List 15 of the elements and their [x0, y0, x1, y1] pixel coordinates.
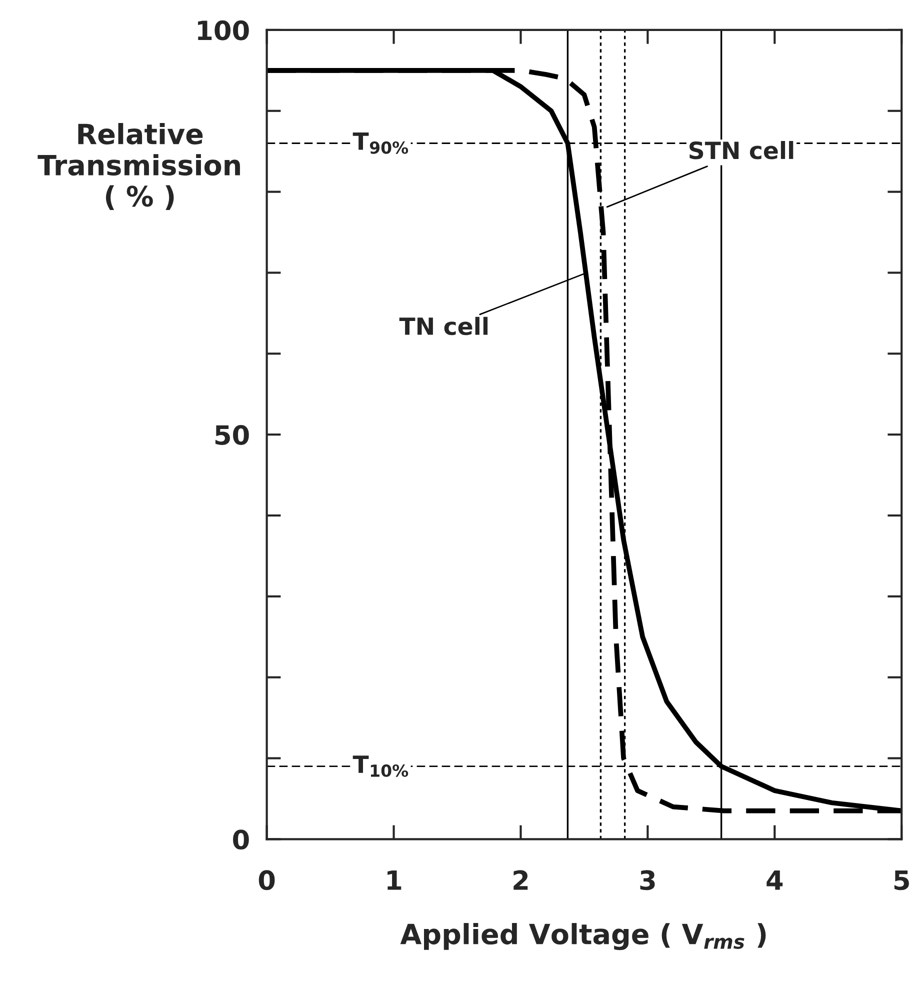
- annotation: TN cell: [399, 316, 488, 336]
- x-tick-label: 1: [388, 870, 402, 890]
- ref-line-label: T$_{90%}$: [352, 132, 408, 154]
- x-axis-title: Applied Voltage ( V$_{rms}$ ): [400, 923, 766, 950]
- annotation: STN cell: [690, 141, 794, 160]
- x-tick-label: 3: [640, 870, 655, 890]
- x-tick-label: 2: [514, 870, 528, 890]
- y-tick-label: 50: [215, 425, 249, 445]
- x-tick-label: 0: [258, 870, 275, 890]
- x-tick-label: 4: [766, 870, 783, 890]
- y-axis-title: Relative Transmission ( % ): [38, 122, 240, 210]
- x-tick-label: 5: [894, 870, 909, 890]
- ref-line-label: T$_{10%}$: [352, 756, 408, 777]
- y-tick-label: 100: [198, 20, 249, 40]
- y-tick-label: 0: [233, 830, 249, 850]
